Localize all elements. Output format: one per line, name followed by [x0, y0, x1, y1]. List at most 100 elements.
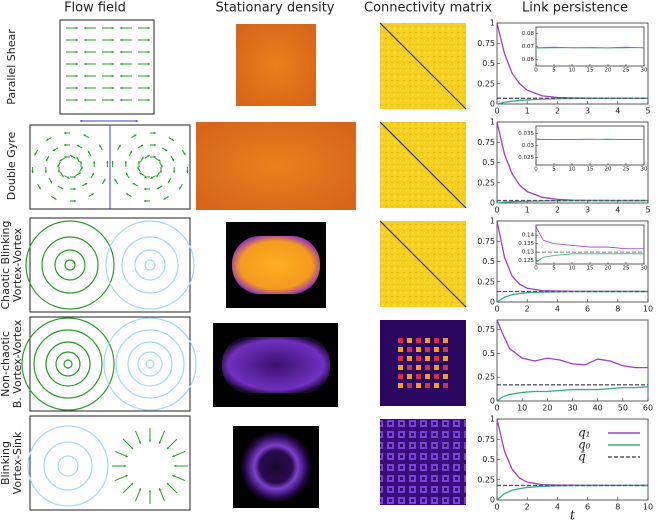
decoration — [398, 374, 403, 379]
decoration — [111, 50, 114, 54]
decoration — [379, 220, 467, 308]
decoration — [147, 86, 150, 90]
column-header: Stationary density — [215, 1, 334, 16]
decoration — [73, 199, 76, 203]
x-tick-label: 2 — [525, 305, 530, 314]
decoration — [120, 86, 123, 90]
decoration — [84, 26, 87, 30]
y-tick-label: 0.75 — [477, 237, 495, 246]
decoration — [147, 98, 150, 102]
x-tick-label: 4 — [555, 305, 560, 314]
x-tick-label: 4 — [615, 206, 620, 215]
decoration — [153, 155, 156, 159]
decoration — [380, 419, 466, 505]
decoration — [21, 317, 115, 411]
x-tick-label: 50 — [618, 404, 628, 413]
x-tick-label: 2 — [555, 206, 560, 215]
decoration — [91, 172, 94, 176]
decoration — [425, 365, 430, 370]
decoration — [124, 161, 127, 164]
legend-label: q₁ — [578, 426, 591, 440]
decoration — [160, 164, 163, 168]
decoration — [120, 98, 123, 102]
x-tick-label: 0 — [494, 503, 499, 512]
row-label: Double Gyre — [5, 131, 18, 200]
decoration — [45, 341, 91, 387]
legend-label: q̄ — [578, 450, 586, 464]
decoration — [171, 450, 186, 458]
decoration — [425, 338, 430, 343]
decoration — [125, 454, 128, 458]
x-tick-label: 20 — [605, 167, 612, 173]
decoration — [171, 138, 174, 141]
x-tick-label: 10 — [643, 503, 653, 512]
decoration — [407, 383, 412, 388]
decoration — [126, 172, 129, 176]
y-tick-label: 0.5 — [482, 158, 495, 167]
y-tick-label: 1 — [490, 118, 495, 127]
decoration — [46, 138, 49, 141]
decoration — [416, 356, 421, 361]
decoration — [147, 50, 150, 54]
plot-frame — [496, 319, 649, 402]
decoration — [76, 144, 80, 148]
decoration — [120, 74, 123, 78]
decoration — [70, 155, 73, 158]
row-label: Chaotic Blinking — [0, 220, 12, 309]
decoration — [61, 174, 64, 178]
decoration — [80, 166, 83, 170]
row-label: Parallel Shear — [5, 29, 18, 105]
decoration — [84, 50, 87, 54]
y-tick-label: 0.14 — [522, 233, 535, 239]
decoration — [75, 50, 78, 54]
decoration — [416, 338, 421, 343]
x-tick-label: 20 — [605, 68, 612, 74]
decoration — [443, 365, 448, 370]
decoration — [129, 150, 133, 154]
y-tick-label: 0.25 — [477, 178, 495, 187]
decoration — [158, 488, 162, 491]
decoration — [380, 320, 466, 406]
decoration — [147, 26, 150, 30]
y-tick-label: 0 — [490, 199, 495, 208]
y-tick-label: 0.025 — [518, 155, 534, 161]
y-tick-label: 0.06 — [522, 57, 535, 63]
x-tick-label: 20 — [542, 404, 552, 413]
decoration — [57, 455, 79, 477]
row-label: Vortex-Sink — [11, 431, 24, 494]
x-tick-label: 0 — [534, 167, 538, 173]
decoration — [443, 338, 448, 343]
x-tick-label: 1 — [525, 107, 530, 116]
y-tick-label: 0 — [490, 298, 495, 307]
decoration — [111, 62, 114, 66]
decoration — [425, 383, 430, 388]
decoration — [111, 26, 114, 30]
decoration — [416, 383, 421, 388]
decoration — [105, 220, 195, 310]
decoration — [407, 347, 412, 352]
x-tick-label: 10 — [569, 266, 576, 272]
decoration — [153, 143, 156, 147]
y-tick-label: 0.07 — [522, 44, 535, 50]
x-axis-label: t — [570, 509, 576, 524]
decoration — [79, 161, 83, 164]
decoration — [114, 178, 117, 182]
decoration — [158, 159, 161, 162]
decoration — [106, 161, 109, 164]
decoration — [38, 186, 41, 190]
decoration — [171, 474, 186, 482]
decoration — [75, 26, 78, 30]
y-tick-label: 0.75 — [477, 325, 495, 334]
decoration — [163, 197, 167, 200]
x-tick-label: 2 — [555, 107, 560, 116]
decoration — [141, 156, 144, 160]
column-header: Link persistence — [522, 1, 628, 16]
decoration — [140, 144, 144, 148]
decoration — [156, 174, 159, 178]
decoration — [144, 175, 147, 179]
decoration — [398, 365, 403, 370]
decoration — [76, 156, 79, 160]
y-tick-label: 0.03 — [522, 143, 535, 149]
decoration — [137, 161, 141, 164]
x-tick-label: 0 — [494, 404, 499, 413]
